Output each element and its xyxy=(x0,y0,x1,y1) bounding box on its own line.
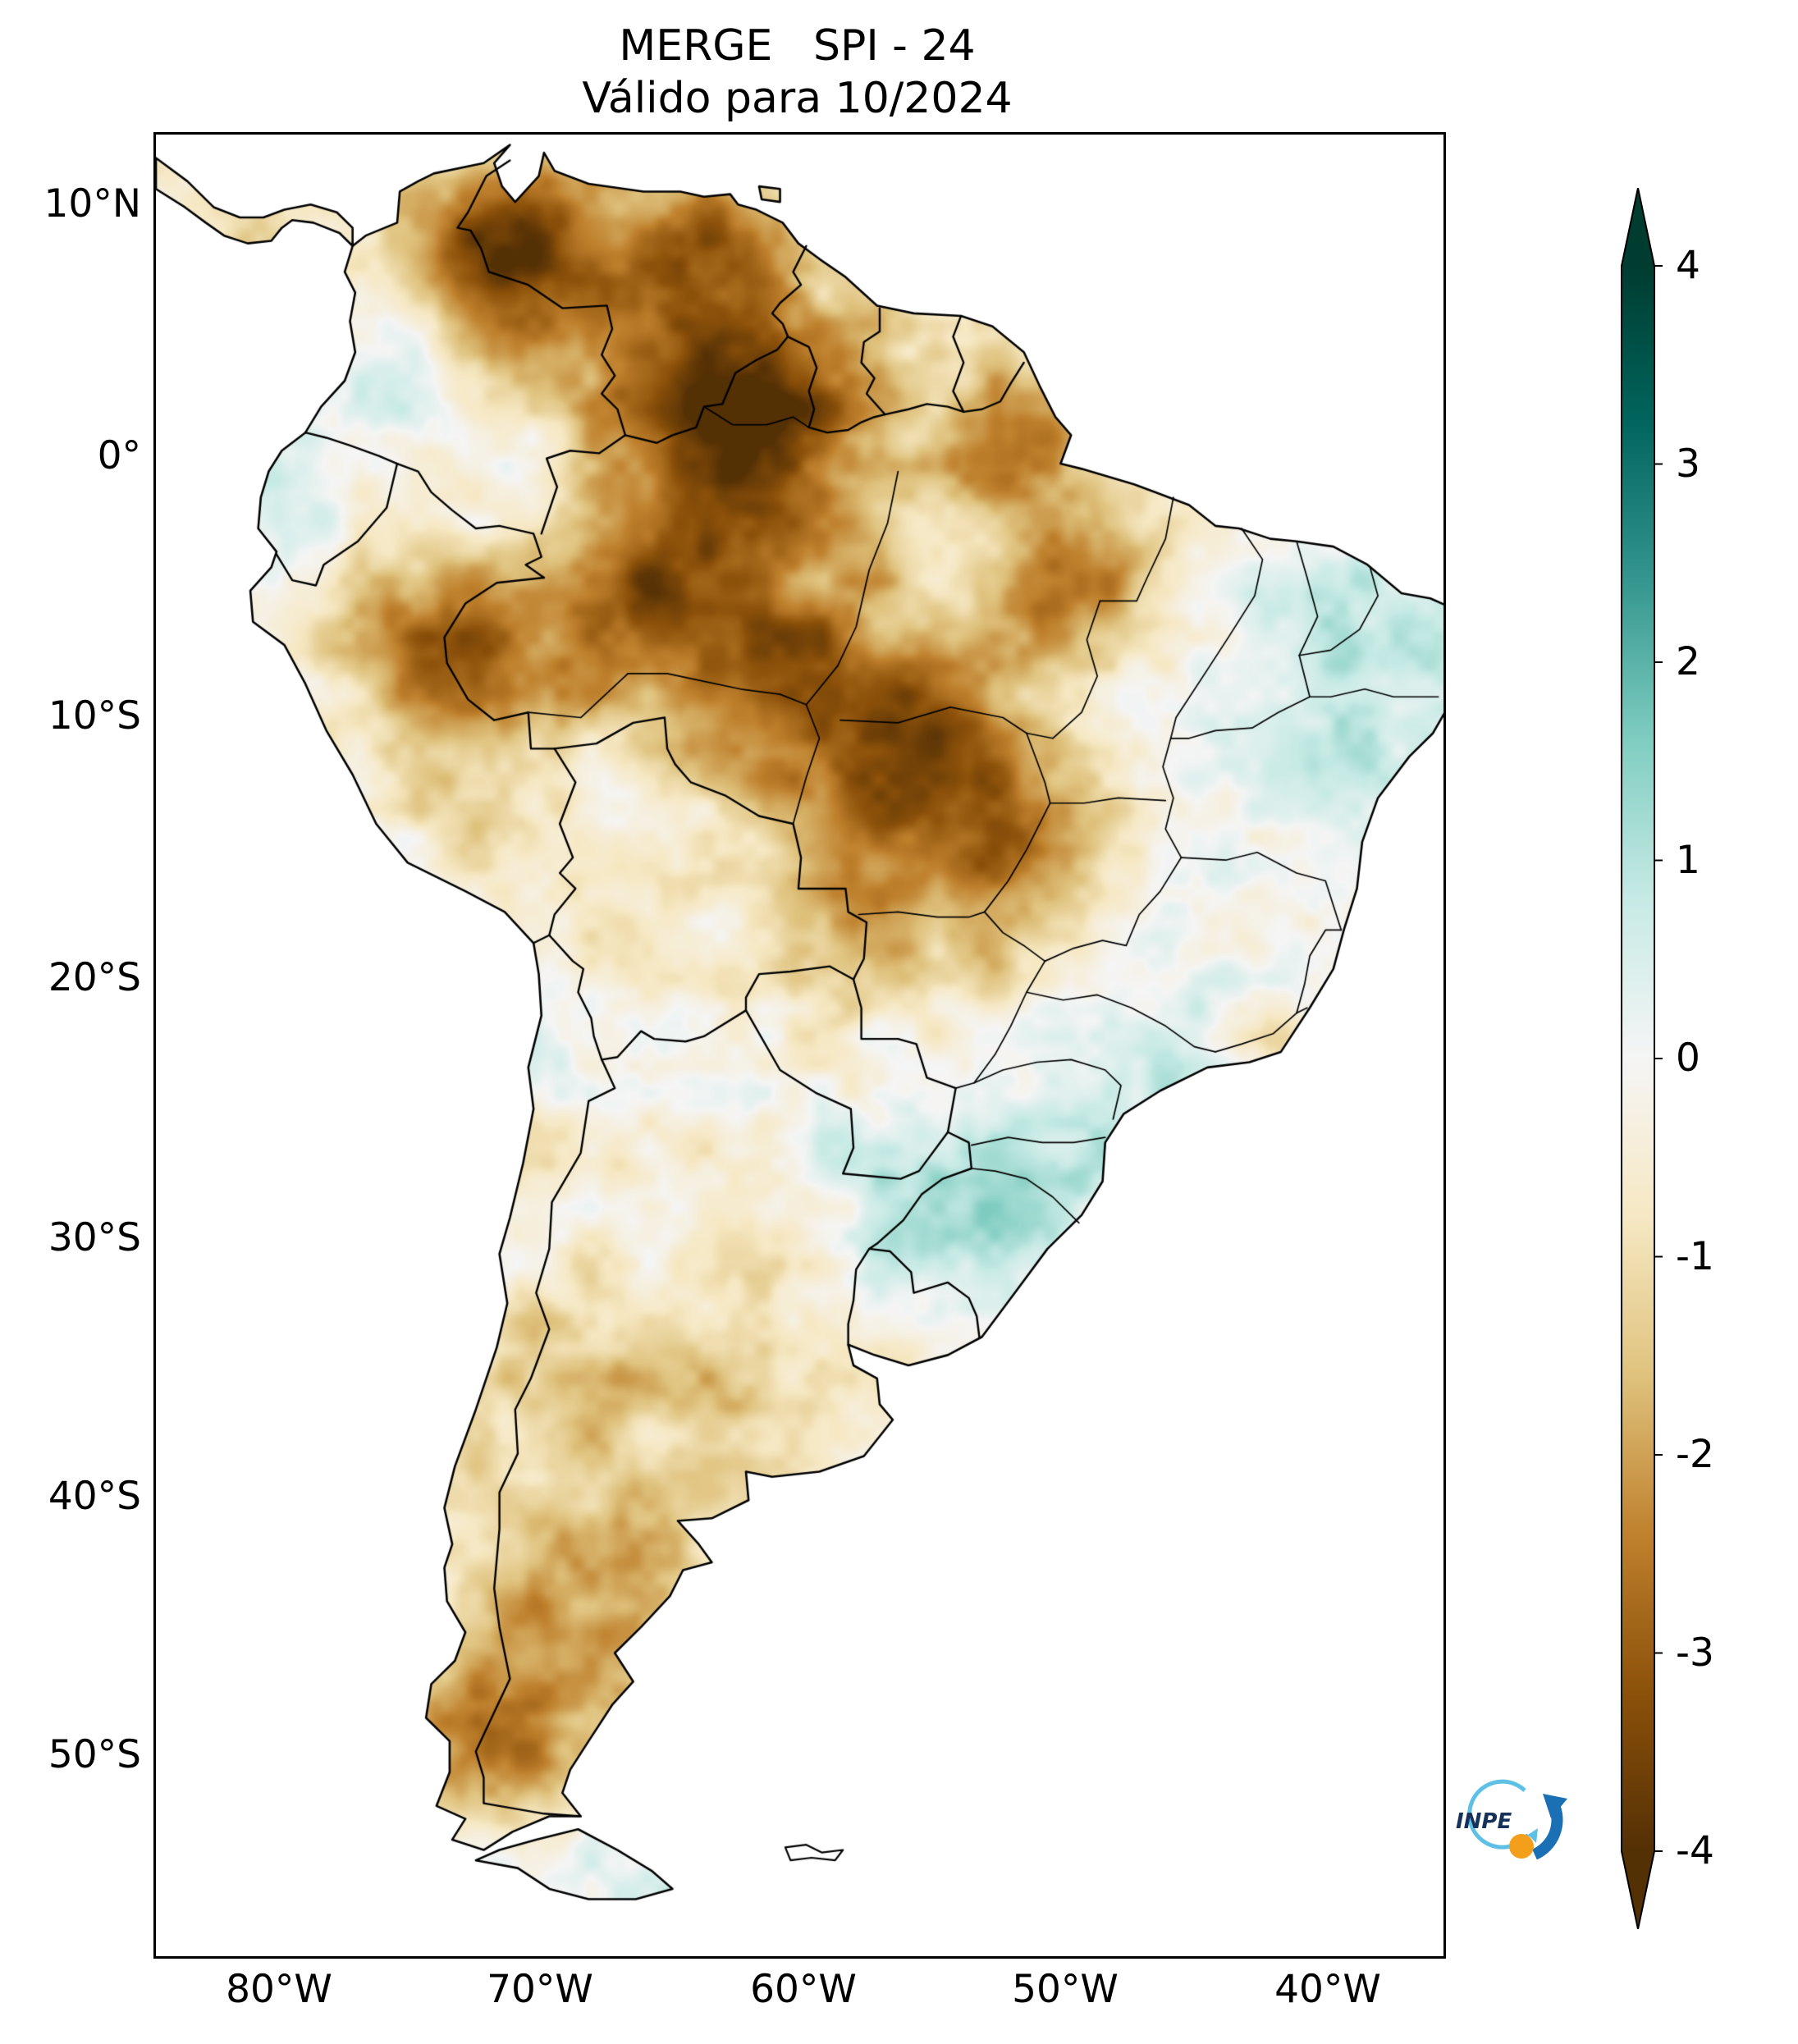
lat-tick-30s: 30°S xyxy=(48,1215,141,1260)
logo-orange-ball-icon xyxy=(1509,1834,1534,1859)
logo-text: INPE xyxy=(1456,1809,1512,1834)
logo-light-arrowhead-icon xyxy=(1528,1828,1538,1843)
lat-tick-0: 0° xyxy=(97,433,141,478)
lat-tick-20s: 20°S xyxy=(48,955,141,1000)
lon-tick-40w: 40°W xyxy=(1274,1967,1381,2012)
cb-tick-m2: -2 xyxy=(1676,1432,1714,1477)
lon-tick-50w: 50°W xyxy=(1012,1967,1119,2012)
cb-tick-m4: -4 xyxy=(1676,1828,1714,1873)
title-line-2: Válido para 10/2024 xyxy=(582,74,1013,123)
lon-tick-60w: 60°W xyxy=(750,1967,857,2012)
map-canvas xyxy=(156,135,1443,1956)
lon-tick-70w: 70°W xyxy=(487,1967,593,2012)
title-line-1: MERGE SPI - 24 xyxy=(619,21,976,71)
colorbar-tick-marks xyxy=(1654,265,1663,1852)
lat-tick-10n: 10°N xyxy=(43,181,141,226)
cb-tick-3: 3 xyxy=(1676,441,1700,487)
cb-tick-2: 2 xyxy=(1676,639,1700,684)
cb-tick-0: 0 xyxy=(1676,1036,1700,1081)
lon-tick-80w: 80°W xyxy=(226,1967,332,2012)
cb-tick-1: 1 xyxy=(1676,837,1700,883)
lat-tick-50s: 50°S xyxy=(48,1732,141,1777)
colorbar-gradient-bar xyxy=(1621,188,1655,1929)
figure-title: MERGE SPI - 24 Válido para 10/2024 xyxy=(153,20,1441,125)
logo-blue-arrowhead-icon xyxy=(1543,1794,1567,1818)
logo-light-swirl-icon xyxy=(1467,1779,1530,1850)
colorbar xyxy=(1621,188,1663,1929)
cb-tick-m1: -1 xyxy=(1676,1233,1714,1279)
lat-tick-40s: 40°S xyxy=(48,1474,141,1519)
map-frame xyxy=(153,132,1446,1959)
cb-tick-4: 4 xyxy=(1676,243,1700,288)
cb-tick-m3: -3 xyxy=(1676,1630,1714,1676)
lat-tick-10s: 10°S xyxy=(48,693,141,738)
inpe-logo: INPE xyxy=(1456,1779,1567,1860)
